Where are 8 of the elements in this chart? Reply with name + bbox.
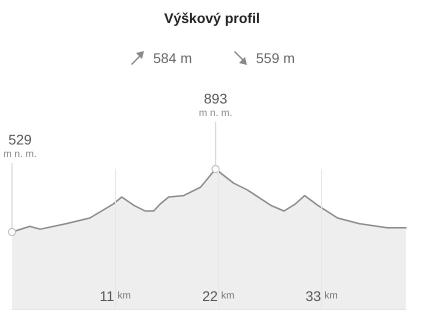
x-tick-label: 11 km xyxy=(100,288,131,304)
annotation: 529 m n. m. xyxy=(3,132,37,160)
text: 584 m xyxy=(153,50,192,66)
text: 559 m xyxy=(256,50,295,66)
x-tick-label: 33 km xyxy=(305,288,338,304)
chart-title: Výškový profil xyxy=(163,10,261,26)
annotation: 893 m n. m. xyxy=(198,90,232,119)
x-tick-label: 22 km xyxy=(202,288,235,304)
